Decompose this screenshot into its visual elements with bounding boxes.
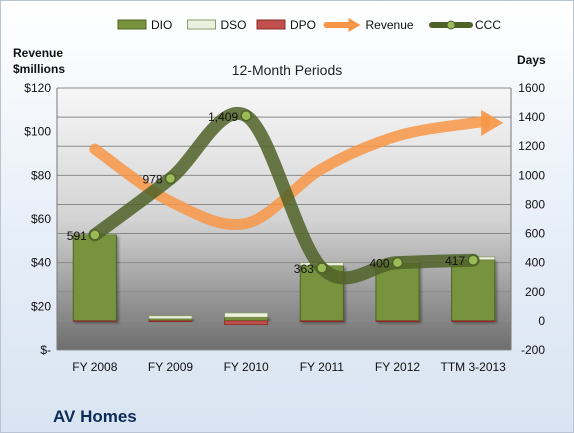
right-tick-label: 0 [538, 314, 545, 328]
right-tick-label: 200 [525, 285, 545, 299]
left-axis-ticks: $- $20 $40 $60 $80 $100 $120 [24, 81, 51, 357]
data-label: 417 [445, 254, 465, 268]
x-tick-label: FY 2009 [148, 360, 193, 374]
revenue-arrowhead [481, 109, 504, 136]
right-tick-label: 1400 [518, 110, 545, 124]
legend-swatch-dpo [256, 19, 286, 30]
ccc-point [467, 254, 479, 266]
x-tick-label: FY 2010 [224, 360, 269, 374]
x-axis-labels: FY 2008 FY 2009 FY 2010 FY 2011 FY 2012 TTM 3… [72, 360, 506, 374]
x-tick-label: FY 2012 [375, 360, 420, 374]
legend-swatch-dso [187, 19, 216, 30]
left-tick-label: $- [40, 343, 51, 357]
x-tick-label: FY 2008 [72, 360, 117, 374]
right-axis-title: Days [517, 53, 546, 67]
ccc-point [164, 172, 177, 185]
left-tick-label: $60 [31, 212, 51, 226]
right-tick-label: 1600 [518, 81, 545, 95]
legend-label-dpo: DPO [290, 18, 316, 32]
legend: DIO DSO DPO Revenue CCC [117, 18, 501, 32]
ccc-point [240, 110, 252, 122]
chart-title: 12-Month Periods [231, 62, 343, 78]
left-axis-title-line2: $millions [13, 62, 66, 76]
left-tick-label: $80 [31, 168, 51, 182]
legend-label-dso: DSO [221, 18, 247, 32]
data-label: 591 [67, 229, 87, 243]
company-label: AV Homes [53, 407, 137, 426]
data-label: 1,409 [208, 110, 238, 124]
bar-dio [72, 234, 117, 322]
bar-dpo [451, 320, 496, 323]
bar-dpo [299, 320, 344, 323]
left-tick-label: $100 [24, 125, 51, 139]
left-tick-label: $20 [31, 299, 51, 313]
bar-dio [375, 262, 420, 322]
legend-label-dio: DIO [151, 18, 172, 32]
lines [88, 107, 504, 285]
x-tick-label: FY 2011 [300, 360, 345, 374]
left-axis-title-line1: Revenue [13, 46, 64, 60]
ccc-point [316, 262, 328, 274]
right-tick-label: -200 [521, 343, 545, 357]
right-tick-label: 1000 [518, 168, 545, 182]
data-labels: 591 978 1,409 363 400 417 [67, 110, 466, 276]
data-label: 363 [294, 262, 314, 276]
left-axis-title: Revenue $millions [13, 45, 65, 77]
right-axis-ticks: -200 0 200 400 600 800 1000 1200 1400 1600 [518, 81, 545, 357]
right-tick-label: 800 [525, 197, 545, 211]
legend-label-revenue: Revenue [366, 18, 414, 32]
data-label: 400 [369, 257, 389, 271]
legend-arrowhead-revenue [348, 18, 361, 32]
left-tick-label: $120 [24, 81, 51, 95]
data-label: 978 [142, 173, 162, 187]
legend-swatch-dio [117, 19, 147, 30]
legend-label-ccc: CCC [475, 18, 501, 32]
left-tick-label: $40 [31, 256, 51, 270]
ccc-point [89, 229, 101, 241]
bar-dpo [148, 320, 193, 323]
ccc-point [391, 256, 404, 269]
right-tick-label: 600 [525, 227, 545, 241]
right-tick-label: 1200 [518, 139, 545, 153]
legend-marker-ccc [446, 20, 456, 30]
bar-dpo [224, 320, 269, 325]
x-tick-label: TTM 3-2013 [440, 360, 506, 374]
right-tick-label: 400 [525, 256, 545, 270]
revenue-line [89, 116, 491, 230]
bar-dio [224, 316, 269, 322]
bar-dso [148, 315, 193, 320]
bar-dpo [375, 320, 420, 323]
bar-dio [451, 259, 496, 322]
bar-dso [224, 312, 269, 318]
